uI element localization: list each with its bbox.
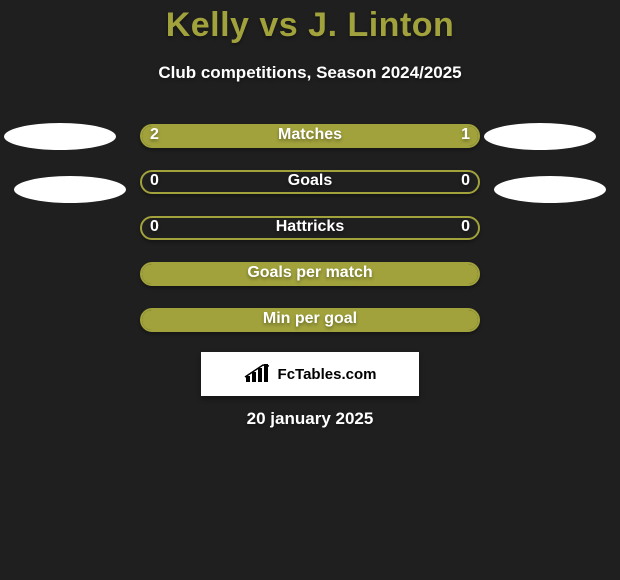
player-left-photo-top [4,123,116,150]
stat-value-right: 0 [461,172,470,190]
stat-label: Hattricks [140,218,480,236]
stat-label: Min per goal [140,310,480,328]
source-text: FcTables.com [278,366,377,383]
bar-chart-icon [244,364,272,384]
stat-row: Matches2 1 [140,124,480,148]
stat-value-right: 1 [461,126,470,144]
subtitle: Club competitions, Season 2024/2025 [0,63,620,83]
player-left-photo-bottom [14,176,126,203]
source-badge[interactable]: FcTables.com [201,352,419,396]
page-title: Kelly vs J. Linton [0,6,620,45]
stat-row: Min per goal [140,308,480,332]
player-right-photo-bottom [494,176,606,203]
player-right-photo-top [484,123,596,150]
comparison-rows: Matches21Goals00Hattricks00Goals per mat… [140,124,480,354]
stat-row: Goals per match [140,262,480,286]
stat-label: Goals per match [140,264,480,282]
stat-value-left: 2 [150,126,159,144]
stat-value-left: 0 [150,172,159,190]
stat-value-right: 0 [461,218,470,236]
stat-value-left: 0 [150,218,159,236]
snapshot-date: 20 january 2025 [0,409,620,429]
stat-label: Matches [140,126,480,144]
stat-row: Goals0 0 [140,170,480,194]
stat-row: Hattricks0 0 [140,216,480,240]
stat-label: Goals [140,172,480,190]
